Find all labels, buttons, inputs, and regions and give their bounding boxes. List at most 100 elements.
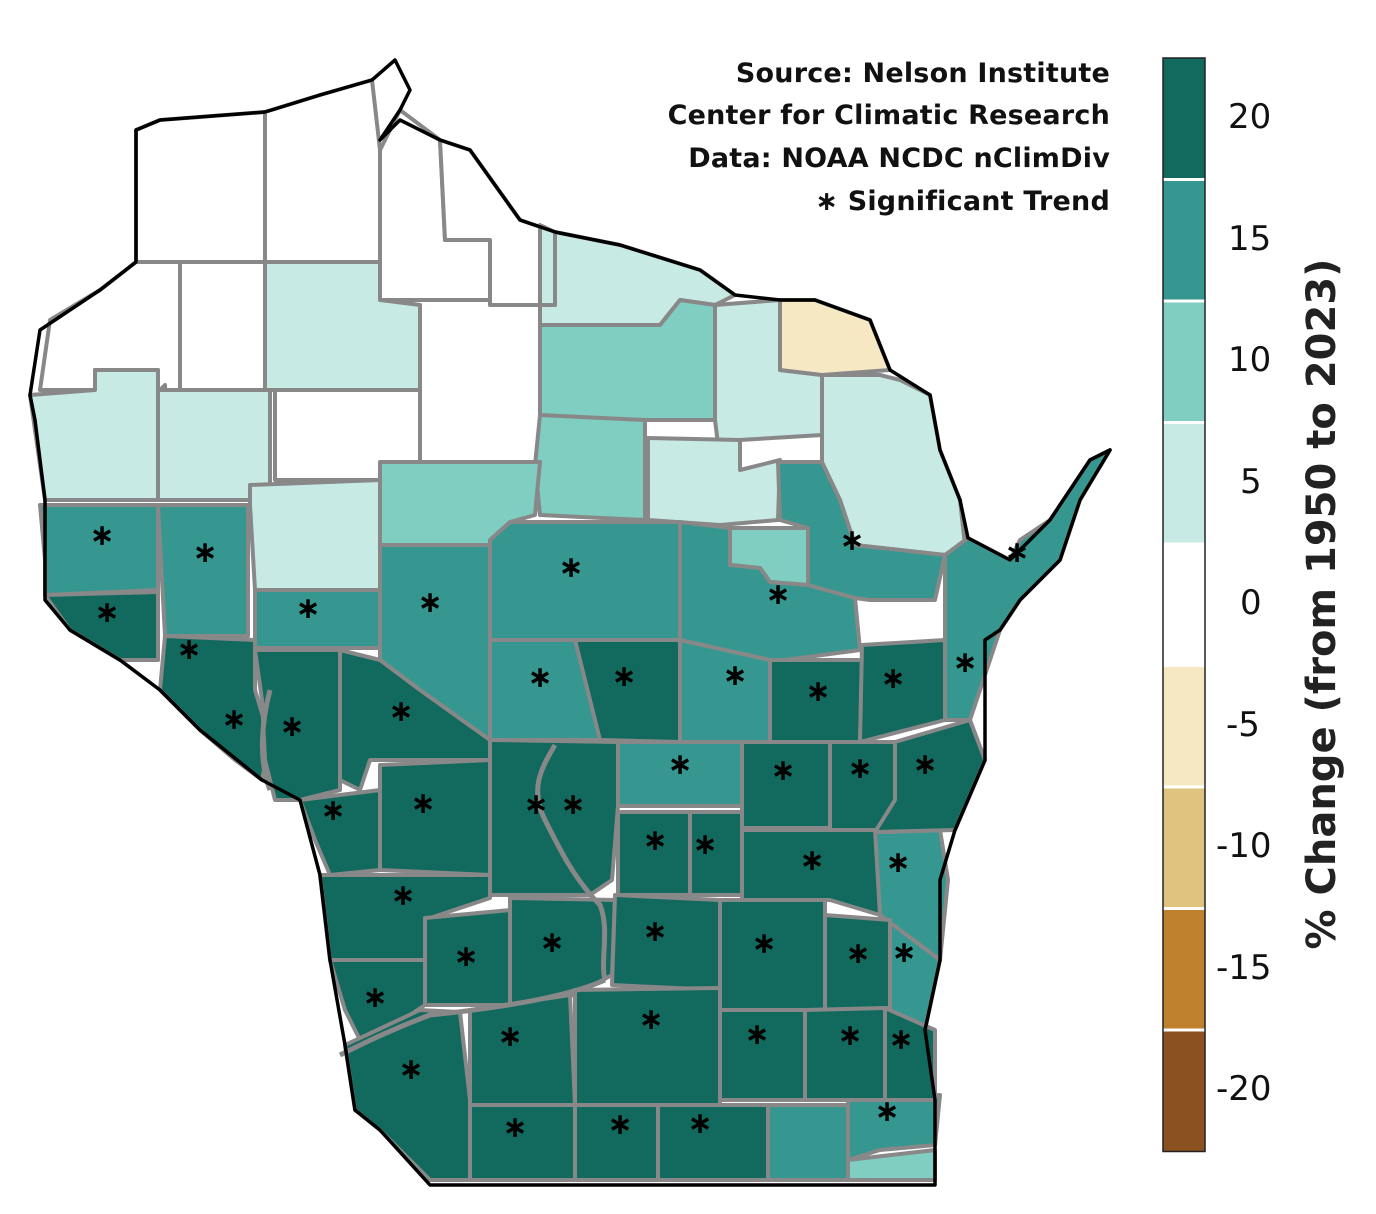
- county-polygon: [488, 738, 620, 897]
- colorbar: [1162, 57, 1206, 1153]
- significance-markers: ∗ ∗ ∗ ∗ ∗ ∗ ∗ ∗ ∗ ∗ ∗ ∗ ∗ ∗ ∗ ∗ ∗ ∗ ∗ ∗ ∗ ∗ ∗ ∗ ∗ ∗ ∗ ∗ ∗ ∗ ∗ ∗ ∗ ∗ ∗ ∗ ∗ ∗ ∗ ∗…: [89, 518, 1029, 1145]
- colorbar-segment: [1163, 179, 1205, 301]
- significance-marker: ∗: [560, 787, 585, 822]
- county-border-line: [535, 743, 608, 981]
- significance-marker: ∗: [279, 709, 304, 744]
- significance-marker: ∗: [417, 585, 442, 620]
- county-polygon: [766, 1103, 850, 1182]
- county-polygon: [656, 1103, 770, 1182]
- significance-marker: ∗: [390, 878, 415, 913]
- significance-marker: ∗: [912, 747, 937, 782]
- county-polygon: [776, 460, 947, 602]
- county-polygon: [298, 788, 382, 877]
- colorbar-tick-label: -20: [1216, 1069, 1272, 1109]
- significance-marker: ∗: [410, 786, 435, 821]
- colorbar-tick-label: -15: [1216, 948, 1272, 988]
- significance-marker: ∗: [765, 577, 790, 612]
- county-polygon: [573, 638, 682, 744]
- significance-marker: ∗: [845, 936, 870, 971]
- significance-marker: ∗: [192, 535, 217, 570]
- county-polygon: [343, 1008, 472, 1182]
- county-polygon: [740, 828, 882, 917]
- significance-marker: ∗: [770, 753, 795, 788]
- significance-marker: ∗: [687, 1106, 712, 1141]
- colorbar-segment: [1163, 301, 1205, 423]
- significance-marker: ∗: [847, 751, 872, 786]
- significance-marker: ∗: [642, 914, 667, 949]
- significance-marker: ∗: [744, 1017, 769, 1052]
- significance-marker: ∗: [952, 645, 977, 680]
- significance-marker: ∗: [891, 935, 916, 970]
- data-source-label: Data: NOAA NCDC nClimDiv: [688, 143, 1110, 174]
- colorbar-title: % Change (from 1950 to 2023): [1299, 258, 1345, 950]
- county-polygon: [646, 436, 782, 527]
- colorbar-tick-label: 0: [1240, 583, 1262, 623]
- significance-marker: ∗: [638, 1002, 663, 1037]
- significance-marker: ∗: [642, 823, 667, 858]
- significant-trend-note: ∗ Significant Trend: [815, 186, 1110, 217]
- significance-marker: ∗: [398, 1052, 423, 1087]
- significance-marker: ∗: [607, 1107, 632, 1142]
- colorbar-tick-label: 5: [1240, 462, 1262, 502]
- county-fills: [28, 78, 1112, 1182]
- colorbar-segment: [1163, 665, 1205, 787]
- significance-marker: ∗: [89, 518, 114, 553]
- significance-marker: ∗: [874, 1094, 899, 1129]
- significance-marker: ∗: [692, 827, 717, 862]
- significance-marker: ∗: [527, 660, 552, 695]
- significance-marker: ∗: [176, 632, 201, 667]
- source-label: Source: Nelson Institute: [735, 58, 1110, 89]
- significance-marker: ∗: [880, 661, 905, 696]
- colorbar-segment: [1163, 908, 1205, 1030]
- significance-marker: ∗: [539, 925, 564, 960]
- colorbar-tick-label: -5: [1226, 705, 1260, 745]
- significance-marker: ∗: [502, 1110, 527, 1145]
- significance-marker: ∗: [799, 843, 824, 878]
- significance-marker: ∗: [523, 787, 548, 822]
- significance-marker: ∗: [94, 595, 119, 630]
- significance-marker: ∗: [497, 1019, 522, 1054]
- significance-marker: ∗: [362, 980, 387, 1015]
- significance-marker: ∗: [558, 550, 583, 585]
- county-border-line: [338, 977, 607, 1058]
- significance-marker: ∗: [611, 659, 636, 694]
- significance-marker: ∗: [388, 694, 413, 729]
- significance-marker: ∗: [453, 939, 478, 974]
- significance-marker: ∗: [839, 523, 864, 558]
- colorbar-segment: [1163, 787, 1205, 909]
- significance-marker: ∗: [295, 591, 320, 626]
- colorbar-tick-label: 20: [1228, 97, 1272, 137]
- county-polygon: [778, 298, 892, 377]
- state-outline: [28, 58, 1112, 1187]
- colorbar-segment: [1163, 544, 1205, 666]
- colorbar-tick-label: -10: [1216, 826, 1272, 866]
- colorbar-segment: [1163, 1030, 1205, 1152]
- significance-marker: ∗: [320, 793, 345, 828]
- county-borders: [259, 689, 608, 1058]
- county-polygon: [488, 520, 682, 642]
- colorbar-tick-label: 10: [1228, 340, 1272, 380]
- colorbar-segment: [1163, 58, 1205, 180]
- county-polygon: [533, 413, 647, 522]
- significance-marker: ∗: [805, 674, 830, 709]
- significance-marker: ∗: [885, 845, 910, 880]
- county-border-line: [259, 689, 273, 791]
- significance-marker: ∗: [751, 926, 776, 961]
- significance-marker: ∗: [1004, 535, 1029, 570]
- county-polygon: [248, 478, 382, 592]
- significance-marker: ∗: [888, 1022, 913, 1057]
- significance-marker: ∗: [722, 658, 747, 693]
- colorbar-segment: [1163, 422, 1205, 544]
- colorbar-tick-label: 15: [1228, 219, 1272, 259]
- county-polygon: [538, 223, 557, 307]
- county-polygon: [156, 503, 250, 638]
- colorbar-frame: [1162, 57, 1206, 1153]
- significance-marker: ∗: [837, 1018, 862, 1053]
- county-polygon: [858, 638, 947, 744]
- significance-marker: ∗: [667, 747, 692, 782]
- county-polygon: [134, 110, 267, 264]
- significance-marker: ∗: [221, 702, 246, 737]
- county-polygon: [823, 913, 892, 1012]
